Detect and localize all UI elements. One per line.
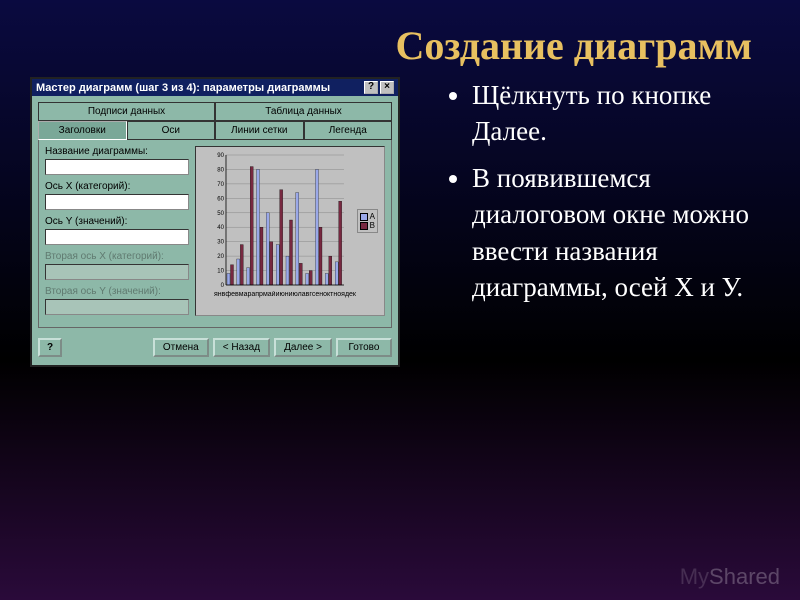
legend-item-a: А: [360, 212, 375, 221]
svg-text:10: 10: [217, 269, 224, 275]
label-axis-y: Ось Y (значений):: [45, 216, 189, 227]
label-axis-x2: Вторая ось X (категорий):: [45, 251, 189, 262]
watermark-shared: Shared: [709, 564, 780, 589]
input-axis-y2: [45, 299, 189, 315]
slide-title: Создание диаграмм: [0, 0, 800, 77]
svg-text:90: 90: [217, 153, 224, 159]
field-axis-y: Ось Y (значений):: [45, 216, 189, 245]
svg-text:70: 70: [217, 182, 224, 188]
svg-text:30: 30: [217, 240, 224, 246]
field-axis-x: Ось X (категорий):: [45, 181, 189, 210]
x-tick-label: июл: [289, 291, 302, 298]
field-axis-y2: Вторая ось Y (значений):: [45, 286, 189, 315]
cancel-button[interactable]: Отмена: [153, 338, 209, 357]
x-tick-label: сен: [312, 291, 323, 298]
tab-axes[interactable]: Оси: [127, 121, 216, 140]
chart-svg: 0 10 20 30 40 50 60 70 80 90: [200, 151, 380, 291]
x-tick-label: янв: [214, 291, 225, 298]
x-tick-label: дек: [345, 291, 356, 298]
x-tick-label: окт: [323, 291, 333, 298]
tab-legend[interactable]: Легенда: [304, 121, 393, 140]
legend-label-a: А: [370, 212, 375, 221]
svg-text:0: 0: [221, 283, 225, 289]
svg-text:80: 80: [217, 167, 224, 173]
watermark-my: My: [680, 564, 709, 589]
x-tick-label: авг: [302, 291, 312, 298]
input-axis-y[interactable]: [45, 229, 189, 245]
form-column: Название диаграммы: Ось X (категорий): О…: [45, 146, 189, 321]
field-chart-title: Название диаграммы:: [45, 146, 189, 175]
tab-data-labels[interactable]: Подписи данных: [38, 102, 215, 121]
bullet-item: Щёлкнуть по кнопке Далее.: [472, 77, 770, 150]
legend-label-b: В: [370, 221, 375, 230]
close-icon[interactable]: ×: [380, 81, 394, 94]
bullet-list: Щёлкнуть по кнопке Далее. В появившемся д…: [430, 77, 770, 367]
x-tick-label: май: [263, 291, 276, 298]
tab-data-table[interactable]: Таблица данных: [215, 102, 392, 121]
x-tick-label: апр: [251, 291, 263, 298]
tab-gridlines[interactable]: Линии сетки: [215, 121, 304, 140]
legend-swatch-b: [360, 222, 368, 230]
x-tick-label: июн: [276, 291, 289, 298]
tabs-row-bottom: Заголовки Оси Линии сетки Легенда: [32, 121, 398, 140]
input-chart-title[interactable]: [45, 159, 189, 175]
legend-item-b: В: [360, 221, 375, 230]
x-tick-label: мар: [239, 291, 252, 298]
x-axis-labels: янвфевмарапрмайиюниюлавгсеноктноядек: [214, 291, 380, 298]
watermark: MyShared: [680, 564, 780, 590]
x-tick-label: фев: [225, 291, 238, 298]
label-axis-y2: Вторая ось Y (значений):: [45, 286, 189, 297]
input-axis-x2: [45, 264, 189, 280]
help-icon[interactable]: ?: [364, 81, 378, 94]
label-chart-title: Название диаграммы:: [45, 146, 189, 157]
legend: А В: [357, 209, 378, 233]
legend-swatch-a: [360, 213, 368, 221]
x-tick-label: ноя: [333, 291, 345, 298]
finish-button[interactable]: Готово: [336, 338, 392, 357]
dialog-title-text: Мастер диаграмм (шаг 3 из 4): параметры …: [36, 82, 362, 94]
label-axis-x: Ось X (категорий):: [45, 181, 189, 192]
svg-text:20: 20: [217, 254, 224, 260]
svg-text:40: 40: [217, 225, 224, 231]
input-axis-x[interactable]: [45, 194, 189, 210]
tabs-row-top: Подписи данных Таблица данных: [32, 96, 398, 121]
next-button[interactable]: Далее >: [274, 338, 332, 357]
chart-preview: 0 10 20 30 40 50 60 70 80 90 А В янв: [195, 146, 385, 316]
help-button[interactable]: ?: [38, 338, 62, 357]
dialog-titlebar: Мастер диаграмм (шаг 3 из 4): параметры …: [32, 79, 398, 96]
svg-text:60: 60: [217, 196, 224, 202]
chart-wizard-dialog: Мастер диаграмм (шаг 3 из 4): параметры …: [30, 77, 400, 367]
svg-text:50: 50: [217, 211, 224, 217]
back-button[interactable]: < Назад: [213, 338, 270, 357]
bullet-item: В появившемся диалоговом окне можно ввес…: [472, 160, 770, 306]
tab-titles[interactable]: Заголовки: [38, 121, 127, 140]
field-axis-x2: Вторая ось X (категорий):: [45, 251, 189, 280]
